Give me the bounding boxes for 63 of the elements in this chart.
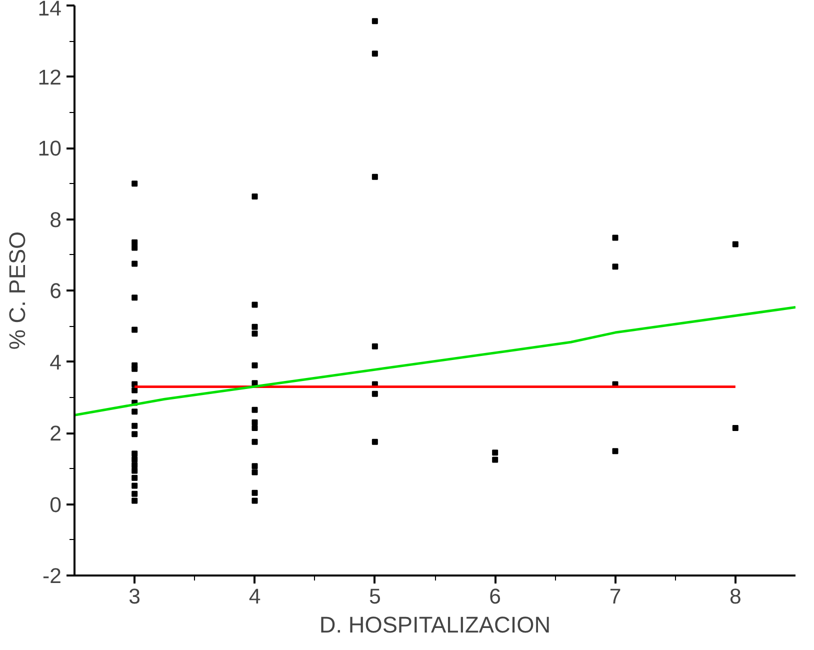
point bbox=[252, 302, 258, 308]
point bbox=[132, 422, 138, 429]
x-tick-label: 5 bbox=[368, 584, 381, 608]
x-tick-label: 4 bbox=[248, 584, 261, 608]
y-tick-label: 2 bbox=[50, 422, 62, 446]
point bbox=[132, 490, 138, 497]
line-series bbox=[74, 306, 796, 416]
point bbox=[132, 244, 138, 251]
point bbox=[372, 50, 378, 57]
point bbox=[132, 468, 138, 474]
point bbox=[252, 362, 258, 368]
point bbox=[252, 406, 258, 413]
y-tick-label: 8 bbox=[50, 208, 62, 232]
y-tick-label: -2 bbox=[42, 564, 62, 588]
point bbox=[252, 490, 258, 496]
y-tick-label: 12 bbox=[38, 65, 62, 90]
point bbox=[132, 294, 138, 301]
point bbox=[372, 343, 378, 350]
y-axis-title: % C. PESO bbox=[4, 231, 30, 350]
point bbox=[132, 387, 138, 394]
point bbox=[252, 330, 258, 337]
x-axis-title: D. HOSPITALIZACION bbox=[319, 612, 551, 638]
x-tick-label: 6 bbox=[489, 584, 502, 608]
point bbox=[132, 450, 138, 457]
point bbox=[372, 18, 378, 24]
point bbox=[252, 193, 258, 200]
point bbox=[372, 390, 378, 397]
point bbox=[132, 326, 138, 333]
point bbox=[132, 474, 138, 481]
point bbox=[372, 438, 378, 445]
point bbox=[132, 462, 138, 468]
point bbox=[492, 456, 498, 463]
y-tick-label: 14 bbox=[38, 0, 62, 20]
x-tick-label: 7 bbox=[609, 584, 622, 608]
point bbox=[132, 408, 138, 415]
point bbox=[132, 180, 138, 187]
y-tick-label: 10 bbox=[38, 136, 62, 160]
point bbox=[252, 438, 258, 445]
point bbox=[732, 425, 738, 432]
point bbox=[252, 324, 258, 330]
point bbox=[132, 456, 138, 462]
point bbox=[132, 260, 138, 267]
x-tick-label: 3 bbox=[128, 584, 141, 608]
point bbox=[132, 239, 138, 246]
point bbox=[492, 450, 498, 456]
point bbox=[252, 425, 258, 432]
point bbox=[612, 234, 618, 241]
point bbox=[132, 431, 138, 438]
point bbox=[612, 448, 618, 454]
point bbox=[132, 498, 138, 504]
point bbox=[252, 469, 258, 476]
point bbox=[732, 241, 738, 248]
point bbox=[252, 498, 258, 504]
y-tick-label: 6 bbox=[50, 279, 62, 303]
point bbox=[132, 366, 138, 372]
point bbox=[252, 463, 258, 470]
point bbox=[132, 482, 138, 489]
point bbox=[612, 264, 618, 270]
point bbox=[252, 419, 258, 426]
x-tick-label: 8 bbox=[729, 584, 742, 608]
point bbox=[372, 174, 378, 180]
y-tick-label: 0 bbox=[50, 492, 62, 517]
y-tick-label: 4 bbox=[50, 350, 62, 374]
